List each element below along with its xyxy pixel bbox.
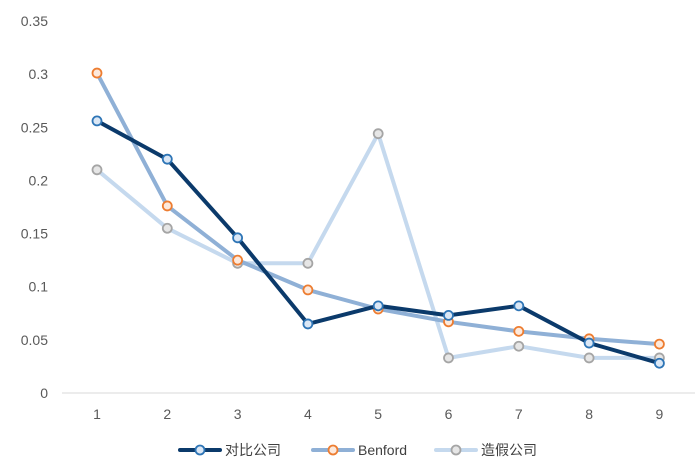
x-tick-labels: 1 2 3 4 5 6 7 8 9 xyxy=(93,406,663,422)
x-tick-label: 3 xyxy=(234,406,242,422)
data-point xyxy=(443,310,454,321)
data-point xyxy=(302,284,314,296)
series-3 xyxy=(91,128,665,364)
legend-label: Benford xyxy=(358,442,407,458)
x-tick-label: 4 xyxy=(304,406,312,422)
legend-item: 造假公司 xyxy=(434,442,537,458)
series-1 xyxy=(91,115,665,369)
x-tick-label: 5 xyxy=(374,406,382,422)
data-point xyxy=(161,222,173,234)
y-tick-label: 0.35 xyxy=(21,13,48,29)
x-tick-label: 9 xyxy=(656,406,664,422)
x-tick-label: 8 xyxy=(585,406,593,422)
x-tick-label: 7 xyxy=(515,406,523,422)
legend-item: Benford xyxy=(311,442,407,458)
data-point xyxy=(654,357,665,369)
y-tick-labels: 0 0.05 0.1 0.15 0.2 0.25 0.3 0.35 xyxy=(21,13,48,401)
data-point xyxy=(91,115,103,127)
data-point xyxy=(513,325,525,337)
y-tick-label: 0.3 xyxy=(29,66,49,82)
y-tick-label: 0.05 xyxy=(21,332,48,348)
legend-marker-swatch xyxy=(450,444,462,456)
series-layer xyxy=(91,67,665,369)
y-tick-label: 0.2 xyxy=(29,172,49,188)
data-point xyxy=(161,200,173,212)
data-point xyxy=(583,352,595,364)
data-point xyxy=(161,153,173,165)
x-tick-label: 1 xyxy=(93,406,101,422)
legend-item: 对比公司 xyxy=(178,442,281,458)
series-line xyxy=(95,118,662,366)
y-tick-label: 0.25 xyxy=(21,119,48,135)
series-line xyxy=(95,131,662,360)
y-tick-label: 0.1 xyxy=(29,279,49,295)
legend-label: 对比公司 xyxy=(225,442,281,458)
legend: 对比公司 Benford 造假公司 xyxy=(178,442,537,458)
x-tick-label: 6 xyxy=(445,406,453,422)
legend-label: 造假公司 xyxy=(481,442,537,458)
y-tick-label: 0 xyxy=(40,385,48,401)
data-point xyxy=(513,340,525,352)
data-point xyxy=(232,254,244,266)
data-point xyxy=(302,318,314,330)
data-point xyxy=(372,300,384,312)
x-tick-label: 2 xyxy=(163,406,171,422)
data-point xyxy=(91,164,103,176)
data-point xyxy=(302,257,314,269)
data-point xyxy=(372,128,384,140)
data-point xyxy=(654,338,665,350)
legend-marker-swatch xyxy=(327,444,339,456)
y-tick-label: 0.15 xyxy=(21,226,48,242)
data-point xyxy=(513,300,525,312)
data-point xyxy=(91,67,103,79)
data-point xyxy=(443,352,454,364)
legend-marker-swatch xyxy=(194,444,206,456)
data-point xyxy=(583,337,595,349)
data-point xyxy=(232,232,244,244)
